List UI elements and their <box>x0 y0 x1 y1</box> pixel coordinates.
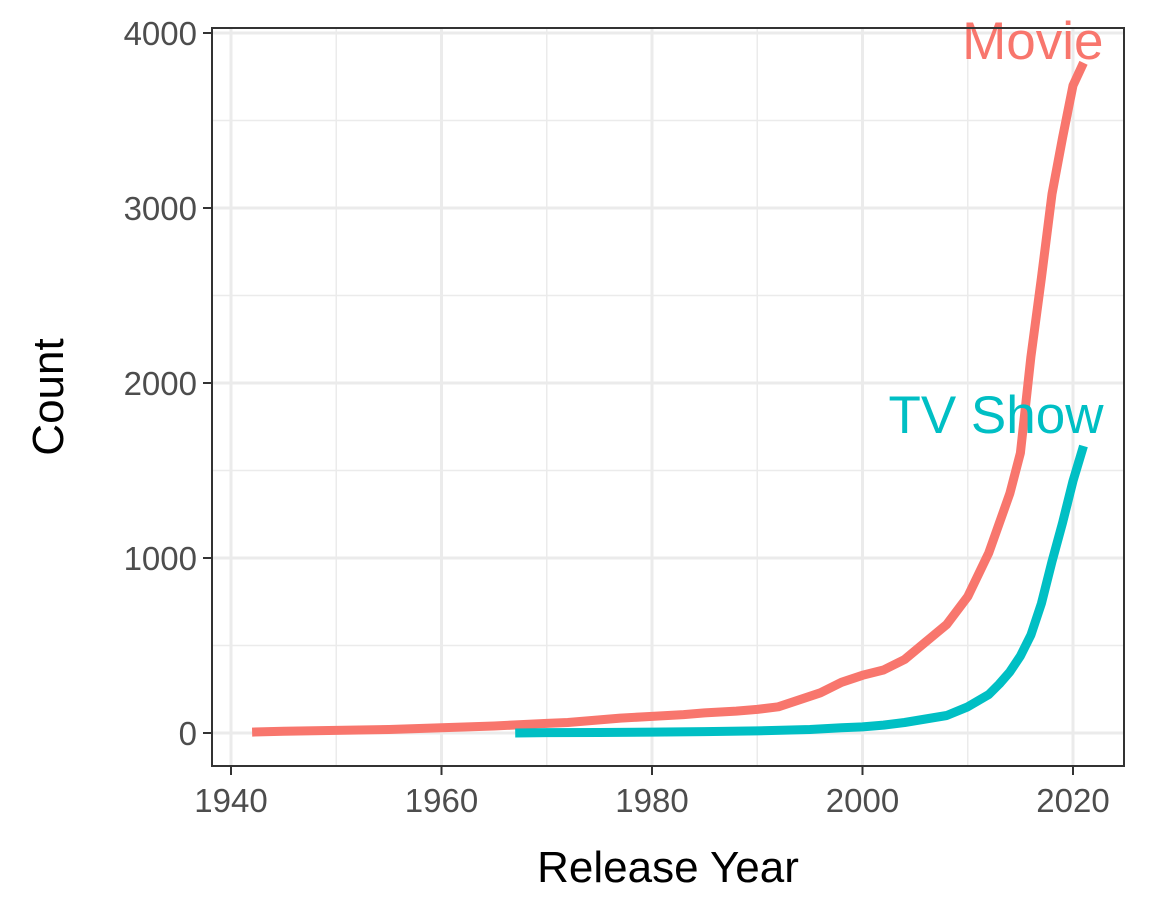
series-line-movie <box>251 60 1088 737</box>
y-tick-label: 4000 <box>124 15 197 52</box>
series-line-tv-show <box>515 444 1088 738</box>
y-axis-ticks: 0 1000 2000 3000 4000 <box>124 15 212 752</box>
y-tick-label: 1000 <box>124 540 197 577</box>
x-tick-label: 1960 <box>405 782 478 819</box>
series-lines <box>251 60 1088 738</box>
x-tick-label: 2000 <box>826 782 899 819</box>
x-tick-label: 2020 <box>1036 782 1109 819</box>
x-tick-label: 1980 <box>615 782 688 819</box>
minor-gridlines <box>212 28 1124 766</box>
series-label-movie: Movie <box>962 12 1103 71</box>
plot-border <box>211 27 1125 767</box>
y-tick-label: 0 <box>179 715 197 752</box>
y-axis-title: Count <box>24 338 73 455</box>
series-label-tv-show: TV Show <box>888 386 1104 445</box>
plot-background <box>212 28 1124 766</box>
series-labels: Movie TV Show <box>888 12 1104 445</box>
y-tick-label: 2000 <box>124 365 197 402</box>
x-axis-title: Release Year <box>537 843 799 892</box>
x-axis-ticks: 1940 1960 1980 2000 2020 <box>194 766 1110 819</box>
y-tick-label: 3000 <box>124 190 197 227</box>
x-tick-label: 1940 <box>194 782 267 819</box>
